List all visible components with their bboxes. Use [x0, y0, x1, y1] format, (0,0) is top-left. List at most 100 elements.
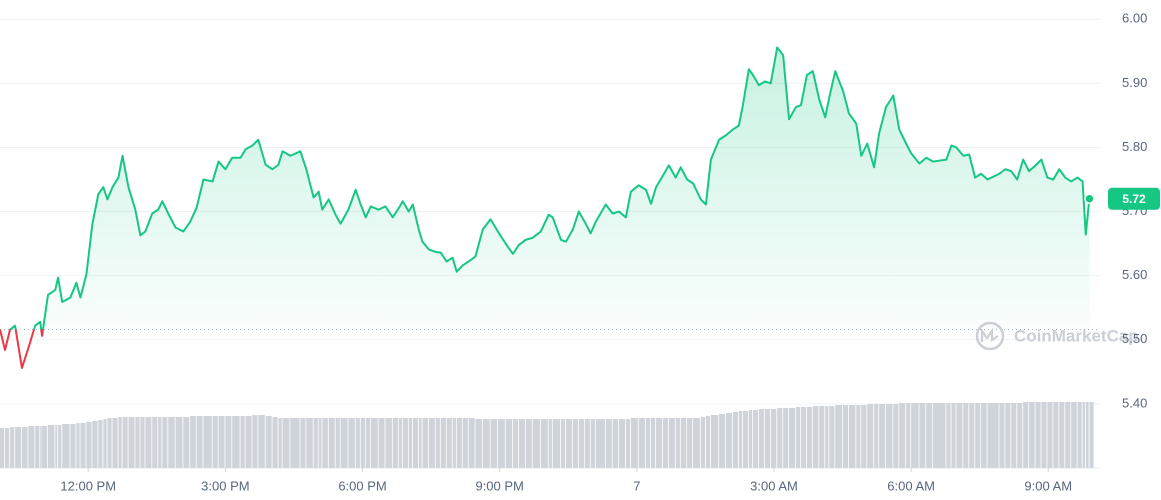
volume-bar: [58, 425, 62, 468]
volume-bar: [1035, 402, 1041, 468]
volume-bar: [435, 418, 440, 468]
volume-bar: [951, 403, 956, 468]
volume-bar: [392, 418, 398, 468]
volume-bar: [422, 418, 429, 468]
volume-bar: [1077, 402, 1082, 468]
x-tick-label: 6:00 AM: [887, 478, 935, 493]
volume-bar: [700, 417, 706, 468]
volume-bar: [1059, 402, 1065, 468]
volume-bar: [777, 408, 783, 468]
volume-bar: [408, 418, 413, 468]
volume-bar: [212, 416, 218, 468]
volume-bar: [318, 418, 322, 468]
volume-bar: [518, 419, 525, 468]
volume-bar: [175, 417, 183, 468]
volume-bar: [300, 418, 306, 468]
volume-bar: [829, 406, 835, 468]
volume-bar: [348, 418, 355, 468]
volume-bar: [783, 408, 789, 468]
volume-bar: [758, 409, 765, 468]
volume-bar: [456, 418, 462, 468]
volume-bar: [719, 414, 726, 468]
volume-bar: [140, 417, 145, 468]
volume-bar: [933, 403, 946, 468]
watermark-logo-mark: [980, 327, 999, 343]
volume-bar: [565, 419, 573, 468]
volume-bar: [584, 419, 590, 468]
volume-bar: [462, 418, 468, 468]
volume-bar: [789, 408, 796, 468]
volume-bar: [1085, 402, 1089, 468]
volume-bar: [687, 418, 693, 468]
volume-bar: [482, 419, 490, 468]
volume-bar: [532, 419, 541, 468]
volume-bar: [335, 418, 340, 468]
volume-bar: [675, 418, 680, 468]
volume-bar: [218, 416, 225, 468]
volume-bar: [662, 418, 669, 468]
volume-bar: [525, 419, 532, 468]
current-price-dot: [1084, 193, 1095, 204]
volume-bar: [595, 419, 605, 468]
volume-bar: [512, 419, 519, 468]
volume-bar: [183, 417, 190, 468]
volume-bar: [128, 417, 135, 468]
volume-bar: [879, 404, 886, 468]
volume-bar: [946, 403, 951, 468]
x-tick-label: 6:00 PM: [338, 478, 386, 493]
volume-bar: [732, 412, 738, 468]
volume-bar: [656, 418, 663, 468]
volume-bar: [548, 419, 552, 468]
volume-bar: [1089, 402, 1094, 468]
volume-bar: [710, 415, 719, 468]
volume-bar: [162, 417, 168, 468]
volume-bar: [252, 415, 258, 468]
volume-bar: [225, 416, 232, 468]
volume-bar: [806, 407, 813, 468]
volume-bar: [62, 424, 70, 468]
y-tick-label: 5.80: [1122, 139, 1147, 154]
volume-bar: [843, 405, 849, 468]
volume-bar: [475, 419, 482, 468]
volume-bar: [306, 418, 313, 468]
volume-bar: [122, 417, 128, 468]
volume-bar: [196, 416, 203, 468]
volume-bar: [725, 413, 733, 468]
volume-bar: [103, 419, 107, 468]
volume-bar: [819, 406, 825, 468]
volume-bar: [340, 418, 348, 468]
volume-bar: [35, 426, 40, 468]
volume-bar: [278, 418, 282, 468]
volume-bar: [203, 416, 212, 468]
volume-bar: [975, 403, 981, 468]
volume-bar: [540, 419, 548, 468]
volume-bar: [1065, 402, 1071, 468]
volume-bar: [619, 419, 626, 468]
volume-bar: [118, 417, 122, 468]
volume-bar: [428, 418, 435, 468]
watermark-text: CoinMarketCap: [1014, 326, 1139, 345]
volume-bar: [452, 418, 456, 468]
volume-bar: [385, 418, 392, 468]
volume-bar: [738, 411, 743, 468]
volume-bar: [355, 418, 360, 468]
volume-bar: [848, 405, 856, 468]
volume-bar: [911, 403, 919, 468]
volume-bar: [418, 418, 422, 468]
volume-bar: [795, 407, 801, 468]
volume-bar: [15, 427, 22, 468]
volume-bar: [322, 418, 328, 468]
volume-bar: [1082, 402, 1085, 468]
volume-bar: [638, 418, 646, 468]
x-tick-label: 9:00 AM: [1024, 478, 1072, 493]
volume-bar: [258, 415, 265, 468]
volume-bar: [861, 405, 867, 468]
x-tick-label: 12:00 PM: [60, 478, 116, 493]
x-tick-label: 3:00 AM: [750, 478, 798, 493]
volume-bar: [893, 404, 899, 468]
volume-bar: [360, 418, 365, 468]
volume-bar: [956, 403, 963, 468]
volume-bar: [919, 403, 926, 468]
